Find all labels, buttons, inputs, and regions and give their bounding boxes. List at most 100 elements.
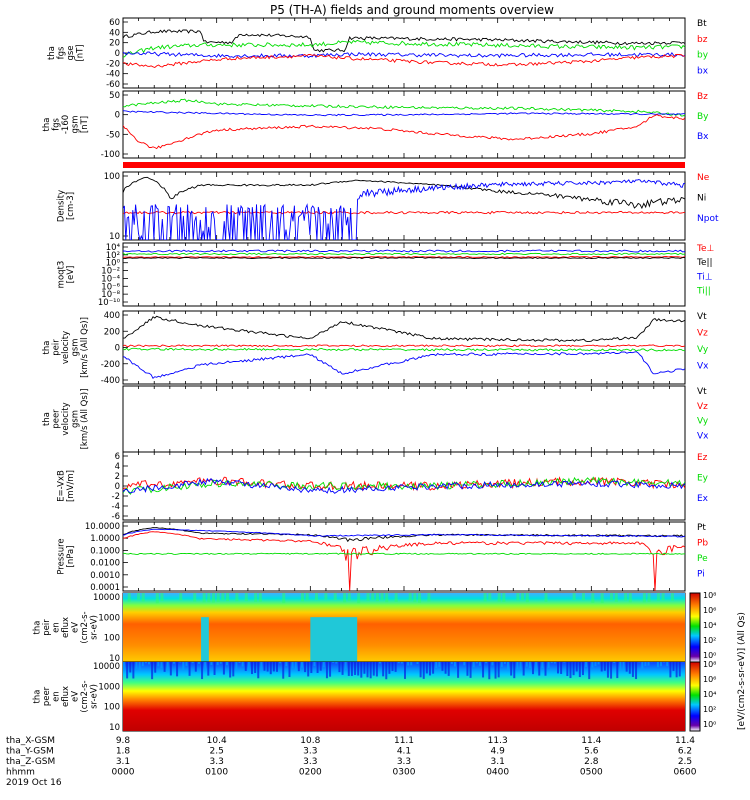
spectrogram-cell (300, 593, 304, 602)
spectrogram-cell (450, 662, 453, 664)
spectrogram-cell (329, 662, 332, 677)
colorbar-tick-label: 10² (703, 636, 716, 645)
spectrogram-cell (647, 662, 650, 666)
y-axis-label: sr-eV) (90, 615, 100, 640)
y-axis-label: eflux (61, 617, 71, 638)
spectrogram-cell (631, 662, 634, 677)
legend-entry: Ni (697, 193, 706, 203)
spectrogram-cell (560, 662, 563, 674)
spectrogram-cell (216, 662, 219, 666)
spectrogram-cell (569, 662, 572, 679)
spectrogram-cell (500, 662, 503, 668)
x-row-value: 10.4 (207, 736, 227, 746)
y-axis-label: tha (42, 412, 52, 426)
y-tick-label: 10 (109, 232, 120, 242)
series-by (123, 39, 685, 58)
legend-entry: Vx (697, 432, 709, 442)
colorbar-tick-label: 10⁰ (703, 720, 716, 729)
spectrogram-cell (266, 662, 269, 672)
spectrogram-cell (603, 662, 606, 671)
y-tick-label: 0.0001 (90, 583, 120, 593)
y-axis-label: tha (33, 621, 43, 635)
y-axis-label: sr-eV) (90, 684, 100, 709)
spectrogram-cell (447, 662, 450, 676)
y-axis-label: eflux (61, 686, 71, 707)
x-row-value: 3.1 (116, 757, 130, 767)
spectrogram-cell (272, 662, 275, 672)
spectrogram-cell (222, 662, 225, 675)
spectrogram-cell (333, 593, 337, 600)
legend-entry: Te|| (696, 258, 713, 268)
spectrogram-cell (435, 662, 438, 669)
spectrogram-cell (519, 662, 522, 669)
spectrogram-cell (188, 662, 191, 676)
spectrogram-cell (503, 662, 506, 664)
y-axis-label: [km/s (All Qs)] (80, 317, 90, 378)
figure-title: P5 (TH-A) fields and ground moments over… (270, 3, 554, 17)
x-row-value: 3.3 (397, 757, 411, 767)
spectrogram-cell (185, 662, 188, 666)
series-bx (123, 51, 685, 59)
spectrogram-cell (360, 662, 363, 678)
spectrogram-cell (606, 662, 609, 678)
spectrogram-cell (179, 593, 183, 601)
spectrogram-cell (157, 662, 160, 667)
x-row-value: 1.8 (116, 747, 131, 757)
spectrogram-cell (444, 662, 447, 674)
series-Pt (123, 527, 685, 543)
spectrogram-cell (169, 662, 172, 676)
spectrogram-cell (535, 662, 538, 671)
panel-content (123, 476, 685, 495)
spectrogram-cell (322, 662, 325, 668)
x-row-label: hhmm (6, 768, 35, 778)
spectrogram-cell (141, 662, 144, 667)
y-tick-label: -400 (101, 376, 120, 386)
spectrogram-cell (123, 662, 125, 671)
legend-entry: Vz (697, 402, 708, 412)
x-row-value: 4.9 (491, 747, 506, 757)
spectrogram-cell (494, 662, 497, 679)
spectrogram-cell (344, 662, 347, 669)
spectrogram-cell (661, 593, 665, 601)
legend-entry: Pe (697, 554, 708, 564)
x-row-value: 3.1 (491, 757, 505, 767)
panel-content (123, 249, 685, 259)
spectrogram-cell (160, 593, 164, 601)
spectrogram-cell (482, 662, 485, 678)
spectrogram-cell (532, 662, 535, 675)
spectrogram-cell (644, 662, 647, 667)
spectrogram-cell (210, 662, 213, 666)
spectrogram-cell (357, 593, 361, 604)
x-row-value: 11.3 (488, 736, 508, 746)
y-tick-label: 0 (115, 344, 120, 354)
spectrogram-cell (332, 662, 335, 663)
spectrogram-cell (313, 662, 316, 667)
spectrogram-cell (354, 662, 357, 675)
x-row-value: 2.5 (210, 747, 224, 757)
colorbar-tick-label: 10² (703, 705, 716, 714)
series-bz (123, 53, 685, 69)
legend-entry: Te⊥ (696, 244, 715, 254)
spectrogram-gap (310, 617, 358, 662)
y-axis-label: peir (42, 619, 52, 636)
y-axis-label: tha (42, 341, 52, 355)
series-Pb (123, 531, 685, 591)
y-axis-label: eV (71, 691, 81, 702)
spectrogram-cell (613, 662, 616, 663)
y-tick-label: 1.0000 (90, 534, 120, 544)
panel-peer-vel: tha peer velocity gsm [km/s (All Qs)] Vt Vz Vy V… (42, 385, 709, 453)
panel-pressure: 10.0000 1.0000 0.1000 0.0100 0.0010 0.0001 Pre… (56, 521, 708, 593)
spectrogram-cell (282, 662, 285, 679)
spectrogram-cell (137, 593, 141, 600)
spectrogram-cell (578, 662, 581, 678)
spectrogram-cell (581, 593, 585, 601)
spectrogram-cell (614, 593, 618, 602)
series-Tepar (123, 257, 685, 259)
legend-entry: Ti⊥ (696, 272, 713, 282)
y-tick-label: 10 (109, 654, 120, 664)
legend-entry: Npot (697, 214, 719, 224)
y-tick-label: 400 (104, 311, 120, 321)
spectrogram-cell (418, 593, 422, 603)
